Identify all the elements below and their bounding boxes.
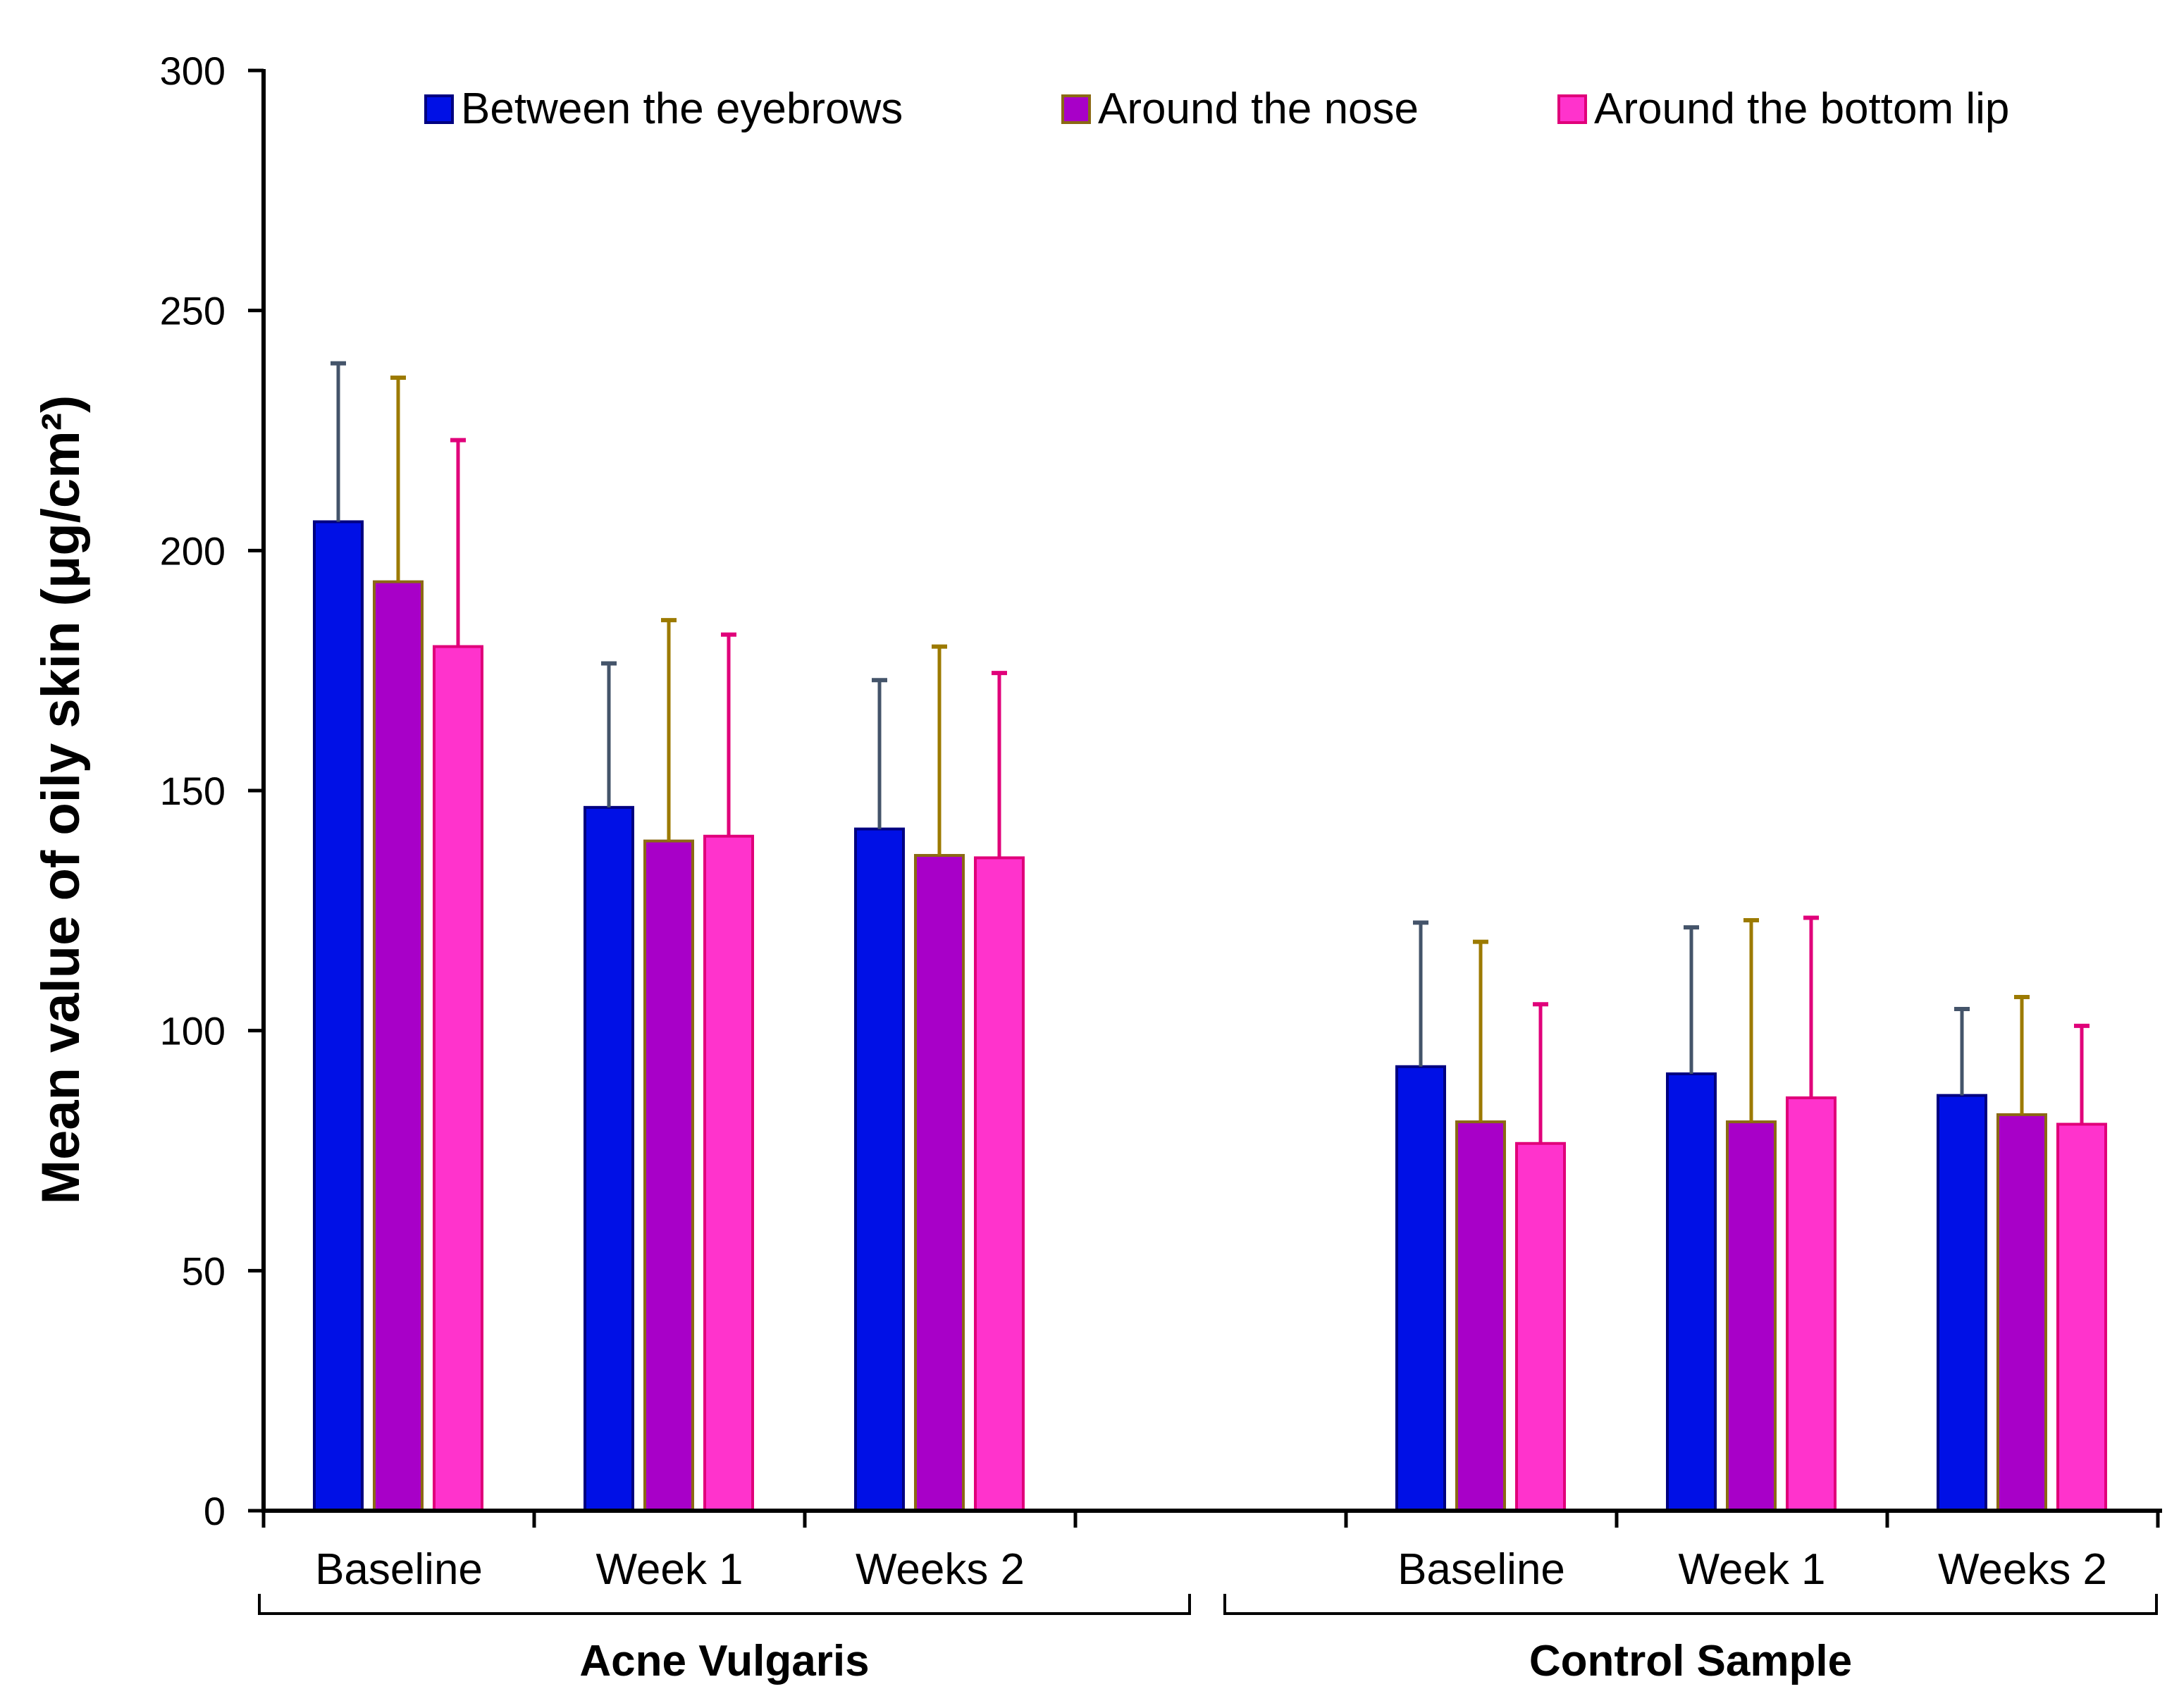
y-tick-label-4: 150 (160, 769, 226, 813)
group-brackets: Acne Vulgaris Control Sample (258, 1594, 2158, 1685)
bar-1-7 (1937, 1094, 1987, 1512)
error-bars-layer (331, 361, 2090, 1144)
y-tick-labels: 0 50 100 150 200 250 300 (160, 49, 226, 1533)
bar-3-1 (433, 645, 483, 1512)
bars-layer (313, 520, 2107, 1513)
bar-3-3 (974, 856, 1025, 1513)
y-tick-label-3: 100 (160, 1009, 226, 1053)
x-category-labels: Baseline Week 1 Weeks 2 Baseline Week 1 Weeks… (315, 1545, 2107, 1594)
legend-swatch-2 (1061, 94, 1091, 124)
bar-2-5 (1455, 1120, 1506, 1512)
y-axis-title: Mean value of oily skin (μg/cm²) (31, 395, 91, 1205)
group-bracket-2 (1223, 1594, 2158, 1615)
bar-3-2 (703, 834, 754, 1512)
bar-3-7 (2056, 1122, 2107, 1512)
y-tick-label-5: 200 (160, 528, 226, 573)
legend: Between the eyebrows Around the nose Aroun… (424, 85, 2009, 133)
legend-label-2: Around the nose (1098, 85, 1419, 133)
group-bracket-1 (258, 1594, 1191, 1615)
legend-swatch-3 (1557, 94, 1587, 124)
bar-1-2 (584, 805, 634, 1512)
bar-1-1 (313, 520, 364, 1512)
x-category-label-7: Weeks 2 (1938, 1545, 2107, 1594)
bar-3-6 (1786, 1096, 1837, 1512)
bar-2-1 (373, 580, 424, 1512)
legend-swatch-1 (424, 94, 454, 124)
bar-2-3 (914, 853, 965, 1512)
y-tick-label-1: 0 (204, 1489, 226, 1533)
y-tick-label-6: 250 (160, 289, 226, 333)
legend-label-3: Around the bottom lip (1594, 85, 2009, 133)
group-label-1: Acne Vulgaris (579, 1637, 869, 1685)
bar-1-5 (1395, 1065, 1446, 1513)
bar-1-6 (1666, 1072, 1717, 1512)
bar-1-3 (854, 827, 905, 1513)
bar-2-7 (1996, 1113, 2047, 1512)
y-tick-label-2: 50 (182, 1249, 226, 1293)
x-category-label-2: Week 1 (595, 1545, 743, 1594)
axes (248, 68, 2162, 1528)
x-category-label-5: Baseline (1397, 1545, 1565, 1594)
group-label-2: Control Sample (1529, 1637, 1852, 1685)
bar-2-6 (1726, 1120, 1777, 1512)
x-category-label-6: Week 1 (1678, 1545, 1825, 1594)
bar-3-5 (1515, 1141, 1566, 1512)
x-category-label-3: Weeks 2 (856, 1545, 1025, 1594)
bar-2-2 (643, 839, 694, 1513)
x-category-label-1: Baseline (315, 1545, 483, 1594)
legend-label-1: Between the eyebrows (461, 85, 903, 133)
y-tick-label-7: 300 (160, 49, 226, 93)
